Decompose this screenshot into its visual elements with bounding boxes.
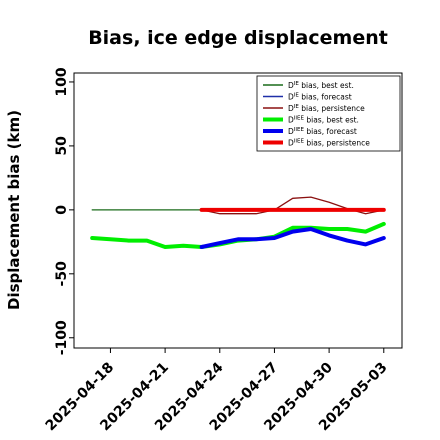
legend-entry: DIE bias, persistence: [288, 104, 365, 113]
y-tick-label: 50: [54, 136, 70, 156]
legend-entry: DIE bias, best est.: [288, 81, 354, 90]
series-line-diiee-bias-forecast: [199, 227, 386, 249]
plot-area: [90, 196, 386, 249]
legend-box: [256, 75, 401, 152]
chart-title: Bias, ice edge displacement: [88, 27, 388, 49]
legend: DIE bias, best est. DIE bias, forecast DIE…: [256, 75, 401, 152]
legend-entry: DIIEE bias, forecast: [288, 127, 357, 136]
plot-frame: [73, 72, 403, 349]
y-tick-label: 100: [54, 67, 70, 96]
legend-entry: DIE bias, forecast: [288, 93, 352, 102]
legend-entry: DIIEE bias, persistence: [288, 139, 370, 148]
y-tick-label: 0: [54, 205, 70, 215]
y-tick-label: -50: [54, 261, 70, 287]
y-tick-label: -100: [54, 320, 70, 355]
y-axis: 100 50 0 -50 -100: [54, 67, 74, 355]
y-axis-label: Displacement bias (km): [5, 110, 23, 310]
legend-entry: DIIEE bias, best est.: [288, 116, 359, 125]
